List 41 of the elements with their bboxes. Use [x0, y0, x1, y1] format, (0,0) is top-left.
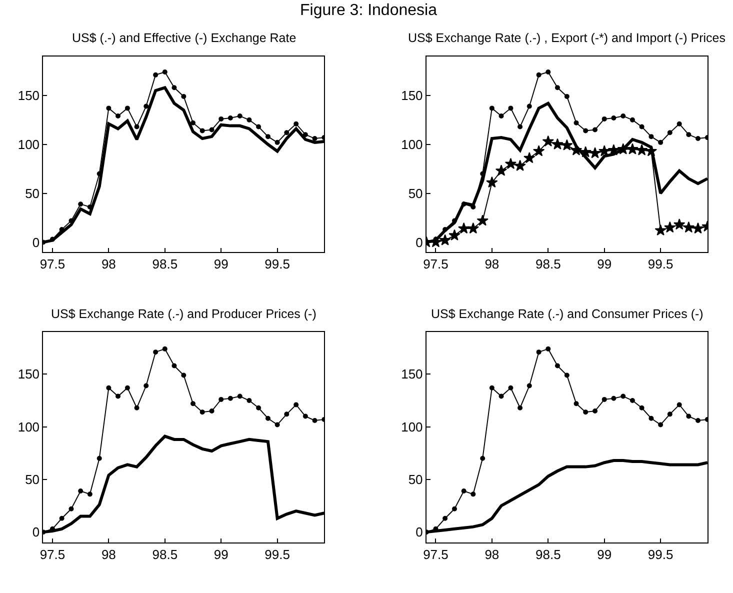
y-tick-label: 0: [32, 524, 40, 540]
y-tick-label: 150: [401, 88, 423, 104]
x-tick-label: 98: [484, 547, 500, 562]
y-tick-label: 0: [416, 234, 423, 250]
x-tick-label: 99: [597, 547, 612, 562]
x-tick-label: 98.5: [152, 256, 178, 272]
y-tick-label: 150: [18, 366, 40, 382]
y-tick-label: 0: [416, 524, 423, 540]
x-tick-label: 99: [214, 256, 228, 272]
x-tick-label: 99.5: [648, 256, 674, 272]
x-tick-label: 99.5: [264, 256, 290, 272]
x-tick-label: 98.5: [535, 547, 561, 562]
y-tick-label: 100: [401, 136, 423, 152]
y-tick-label: 50: [25, 186, 40, 201]
x-tick-label: 97.5: [40, 256, 66, 272]
x-tick-label: 98: [484, 256, 500, 272]
x-tick-label: 99: [597, 256, 612, 272]
x-tick-label: 97.5: [423, 547, 448, 562]
x-tick-label: 99: [214, 547, 228, 562]
y-tick-label: 0: [32, 234, 40, 250]
y-tick-label: 150: [18, 88, 40, 104]
chart-title: US$ Exchange Rate (.-) , Export (-*) and Import (-) Prices: [408, 31, 726, 45]
x-tick-label: 98: [101, 256, 116, 272]
chart-title: US$ Exchange Rate (.-) and Producer Prices (-): [51, 307, 316, 321]
y-tick-label: 50: [408, 186, 423, 201]
y-tick-label: 50: [25, 472, 40, 487]
y-tick-label: 50: [408, 472, 423, 487]
x-tick-label: 98.5: [152, 547, 178, 562]
x-tick-label: 98.5: [535, 256, 561, 272]
y-tick-label: 150: [401, 366, 423, 382]
x-tick-label: 97.5: [423, 256, 448, 272]
caption: Figure 3: Indonesia: [300, 2, 438, 19]
y-tick-label: 100: [18, 419, 40, 434]
x-tick-label: 98: [101, 547, 116, 562]
chart-title: US$ (.-) and Effective (-) Exchange Rate: [72, 31, 296, 45]
y-tick-label: 100: [18, 136, 40, 152]
x-tick-label: 97.5: [40, 547, 66, 562]
chart-title: US$ Exchange Rate (.-) and Consumer Prices (-): [431, 307, 704, 321]
x-tick-label: 99.5: [648, 547, 674, 562]
x-tick-label: 99.5: [264, 547, 290, 562]
y-tick-label: 100: [401, 419, 423, 434]
